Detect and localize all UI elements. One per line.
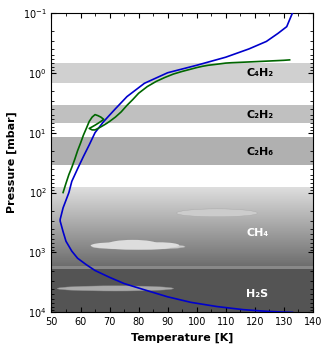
Bar (51, 194, 313, 195)
Ellipse shape (176, 209, 258, 217)
Bar (51, 223, 313, 224)
Bar (51, 260, 313, 261)
Bar (51, 226, 313, 227)
Bar (51, 212, 313, 213)
Bar (51, 235, 313, 236)
Ellipse shape (92, 244, 185, 250)
Bar (51, 265, 313, 266)
Text: C₂H₂: C₂H₂ (246, 110, 273, 120)
Bar (51, 105, 313, 124)
Bar (51, 220, 313, 221)
Bar (51, 233, 313, 234)
Bar (51, 246, 313, 247)
Ellipse shape (107, 246, 170, 250)
Bar (51, 237, 313, 238)
Bar (51, 13, 313, 187)
Bar (51, 63, 313, 83)
Text: CH₄: CH₄ (246, 228, 268, 238)
Bar (51, 249, 313, 250)
Bar (51, 202, 313, 203)
Bar (51, 255, 313, 256)
Bar (51, 243, 313, 244)
Bar (51, 261, 313, 262)
Bar (51, 203, 313, 204)
Bar (51, 216, 313, 217)
Bar (51, 209, 313, 210)
Ellipse shape (57, 286, 173, 291)
Bar (51, 210, 313, 211)
Bar (51, 215, 313, 216)
Bar (51, 252, 313, 253)
Bar (51, 213, 313, 214)
Bar (51, 258, 313, 259)
Bar (51, 229, 313, 230)
X-axis label: Temperature [K]: Temperature [K] (131, 333, 233, 343)
Bar (51, 138, 313, 165)
Bar (51, 198, 313, 199)
Bar (51, 219, 313, 220)
Y-axis label: Pressure [mbar]: Pressure [mbar] (7, 112, 17, 214)
Bar (51, 263, 313, 264)
Bar (51, 245, 313, 246)
Bar (51, 254, 313, 255)
Bar (51, 225, 313, 226)
Bar (51, 206, 313, 207)
Bar (51, 256, 313, 257)
Bar (51, 247, 313, 248)
Bar (51, 197, 313, 198)
Bar (51, 199, 313, 200)
Bar (51, 250, 313, 251)
Bar (51, 217, 313, 218)
Text: H₂S: H₂S (246, 289, 268, 299)
Bar (51, 224, 313, 225)
Bar (51, 262, 313, 263)
Bar (51, 234, 313, 235)
Bar (51, 191, 313, 192)
Bar (51, 214, 313, 215)
Bar (51, 232, 313, 233)
Bar (51, 241, 313, 242)
Bar (51, 222, 313, 223)
Bar (51, 208, 313, 209)
Ellipse shape (108, 240, 158, 247)
Bar (51, 205, 313, 206)
Bar (51, 238, 313, 239)
Bar (51, 221, 313, 222)
Text: C₄H₂: C₄H₂ (246, 68, 273, 78)
Bar (51, 200, 313, 201)
Bar (51, 211, 313, 212)
Bar (51, 195, 313, 196)
Bar (51, 259, 313, 260)
Bar (51, 189, 313, 190)
Bar (51, 187, 313, 188)
Bar (51, 266, 313, 267)
Text: C₂H₆: C₂H₆ (246, 147, 273, 157)
Bar (51, 264, 313, 265)
Bar (51, 266, 313, 269)
Bar (51, 248, 313, 249)
Bar (51, 242, 313, 243)
Bar (51, 218, 313, 219)
Bar (51, 188, 313, 189)
Bar (51, 253, 313, 254)
Bar (51, 228, 313, 229)
Ellipse shape (91, 243, 134, 248)
Bar (51, 236, 313, 237)
Bar (51, 196, 313, 197)
Bar (51, 227, 313, 228)
Ellipse shape (139, 242, 179, 248)
Bar (51, 257, 313, 258)
Bar (51, 204, 313, 205)
Bar (51, 193, 313, 194)
Bar (51, 240, 313, 241)
Bar (51, 267, 313, 312)
Bar (51, 207, 313, 208)
Bar (51, 231, 313, 232)
Bar (51, 230, 313, 231)
Bar (51, 190, 313, 191)
Bar (51, 239, 313, 240)
Bar (51, 251, 313, 252)
Bar (51, 201, 313, 202)
Bar (51, 244, 313, 245)
